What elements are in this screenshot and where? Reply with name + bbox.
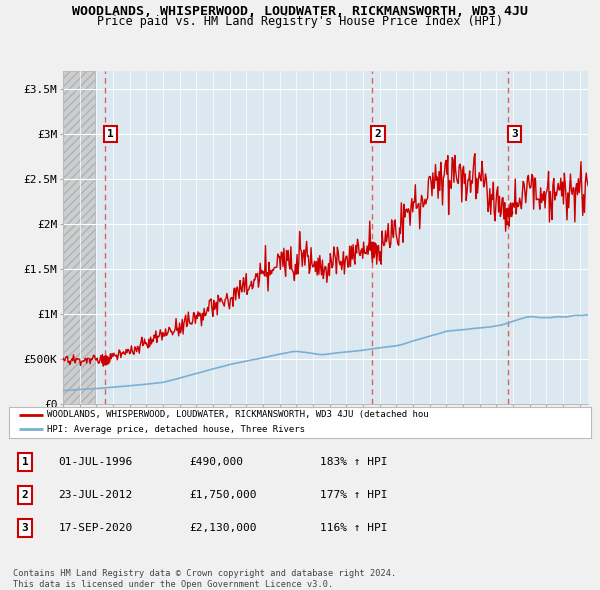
Text: WOODLANDS, WHISPERWOOD, LOUDWATER, RICKMANSWORTH, WD3 4JU: WOODLANDS, WHISPERWOOD, LOUDWATER, RICKM…: [72, 5, 528, 18]
Text: WOODLANDS, WHISPERWOOD, LOUDWATER, RICKMANSWORTH, WD3 4JU (detached hou: WOODLANDS, WHISPERWOOD, LOUDWATER, RICKM…: [47, 411, 428, 419]
Text: £1,750,000: £1,750,000: [190, 490, 257, 500]
Text: 116% ↑ HPI: 116% ↑ HPI: [320, 523, 388, 533]
Text: 3: 3: [22, 523, 29, 533]
Text: 3: 3: [511, 129, 518, 139]
Text: 2: 2: [374, 129, 382, 139]
Text: Contains HM Land Registry data © Crown copyright and database right 2024.
This d: Contains HM Land Registry data © Crown c…: [13, 569, 397, 589]
Text: 01-JUL-1996: 01-JUL-1996: [58, 457, 133, 467]
Text: 183% ↑ HPI: 183% ↑ HPI: [320, 457, 388, 467]
Text: £2,130,000: £2,130,000: [190, 523, 257, 533]
Text: 177% ↑ HPI: 177% ↑ HPI: [320, 490, 388, 500]
Text: 23-JUL-2012: 23-JUL-2012: [58, 490, 133, 500]
Bar: [63, 71, 95, 404]
Text: HPI: Average price, detached house, Three Rivers: HPI: Average price, detached house, Thre…: [47, 425, 305, 434]
Text: 17-SEP-2020: 17-SEP-2020: [58, 523, 133, 533]
Text: 2: 2: [22, 490, 29, 500]
Text: £490,000: £490,000: [190, 457, 244, 467]
Text: 1: 1: [107, 129, 114, 139]
Text: Price paid vs. HM Land Registry's House Price Index (HPI): Price paid vs. HM Land Registry's House …: [97, 15, 503, 28]
Text: 1: 1: [22, 457, 29, 467]
